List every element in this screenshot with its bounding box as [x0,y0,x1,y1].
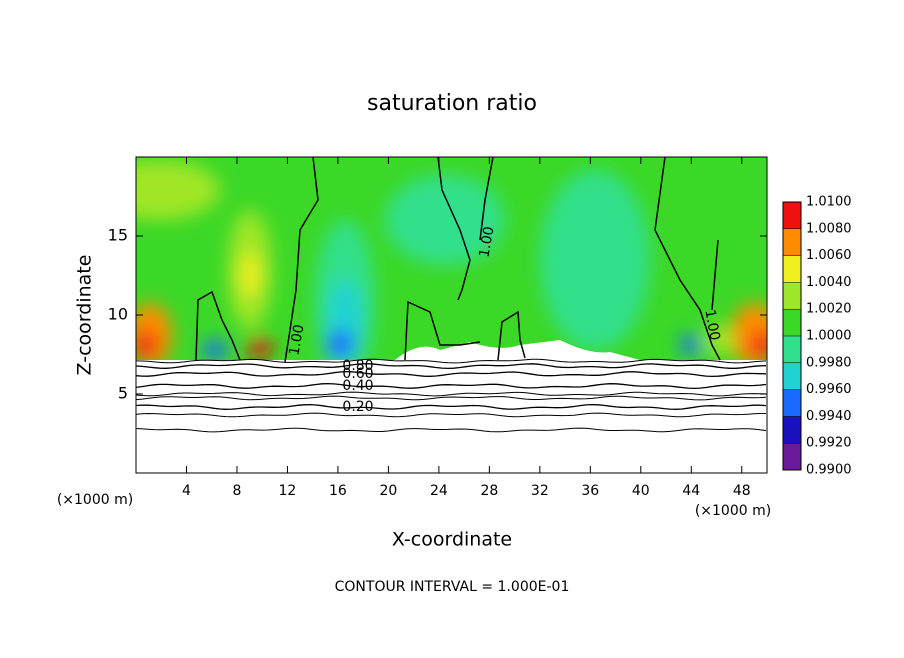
contour-label: 1.00 [701,308,722,341]
contour-label: 1.00 [476,225,497,258]
contour-line [135,427,767,433]
x-tick-label: 28 [480,483,498,499]
x-axis-label: X-coordinate [392,529,512,551]
x-tick-label: 16 [329,483,347,499]
colorbar-band [783,362,801,390]
field [136,157,767,473]
contour-line [284,156,319,363]
contour-line [135,358,767,364]
colorbar-tick-label: 1.0040 [806,275,852,290]
contour-label: 1.00 [286,323,307,356]
contour-line [135,412,766,418]
colorbar-band [783,336,801,363]
colorbar-band [783,443,801,470]
contour-line [437,156,494,301]
x-tick-label: 4 [182,483,191,499]
colorbar-tick-label: 1.0020 [806,302,852,317]
x-tick-label: 24 [430,483,448,499]
contour-line [135,370,767,378]
footer: CONTOUR INTERVAL = 1.000E-01 [335,579,570,595]
contour-line [135,395,767,401]
x-unit: (×1000 m) [695,503,771,519]
colorbar-band [783,228,801,256]
y-tick-label: 15 [108,226,128,245]
contour-line [654,156,721,361]
colorbar-band [783,389,801,417]
y-unit: (×1000 m) [57,492,133,508]
colorbar-tick-label: 0.9940 [806,409,852,424]
colorbar-tick-label: 0.9920 [806,436,852,451]
colorbar-band [783,202,801,229]
colorbar-tick-label: 0.9900 [806,463,852,478]
colorbar-band [783,282,801,310]
x-tick-label: 44 [682,483,700,499]
x-tick-label: 20 [379,483,397,499]
y-tick-label: 5 [118,384,128,403]
contour-line [135,403,767,410]
contour-label: 0.60 [342,366,373,382]
colorbar-tick-label: 0.9960 [806,382,852,397]
colorbar-tick-label: 1.0080 [806,221,852,236]
contour-line [497,310,526,361]
colorbar-tick-label: 0.9980 [806,355,852,370]
x-tick-label: 8 [232,483,241,499]
chart-title: saturation ratio [367,91,537,116]
x-tick-label: 32 [531,483,549,499]
x-tick-label: 12 [279,483,297,499]
contour-label: 0.40 [342,378,373,394]
x-tick-label: 36 [581,483,599,499]
colorbar-band [783,255,801,283]
y-tick-label: 10 [108,305,128,324]
contour-label: 0.20 [342,399,373,415]
colorbar-tick-label: 1.0000 [806,329,852,344]
contour-label: 0.80 [342,358,373,374]
contour-line [135,391,767,397]
x-tick-label: 48 [733,483,751,499]
contour-line [135,363,767,370]
colorbar-band [783,309,801,336]
colorbar-tick-label: 1.0100 [806,195,852,210]
colorbar-tick-label: 1.0060 [806,248,852,263]
y-axis-label: Z-coordinate [74,255,96,376]
contour-line [195,290,241,361]
colorbar-band [783,416,801,444]
contour-line [135,382,767,390]
contour-line [404,300,481,361]
x-tick-label: 40 [632,483,650,499]
